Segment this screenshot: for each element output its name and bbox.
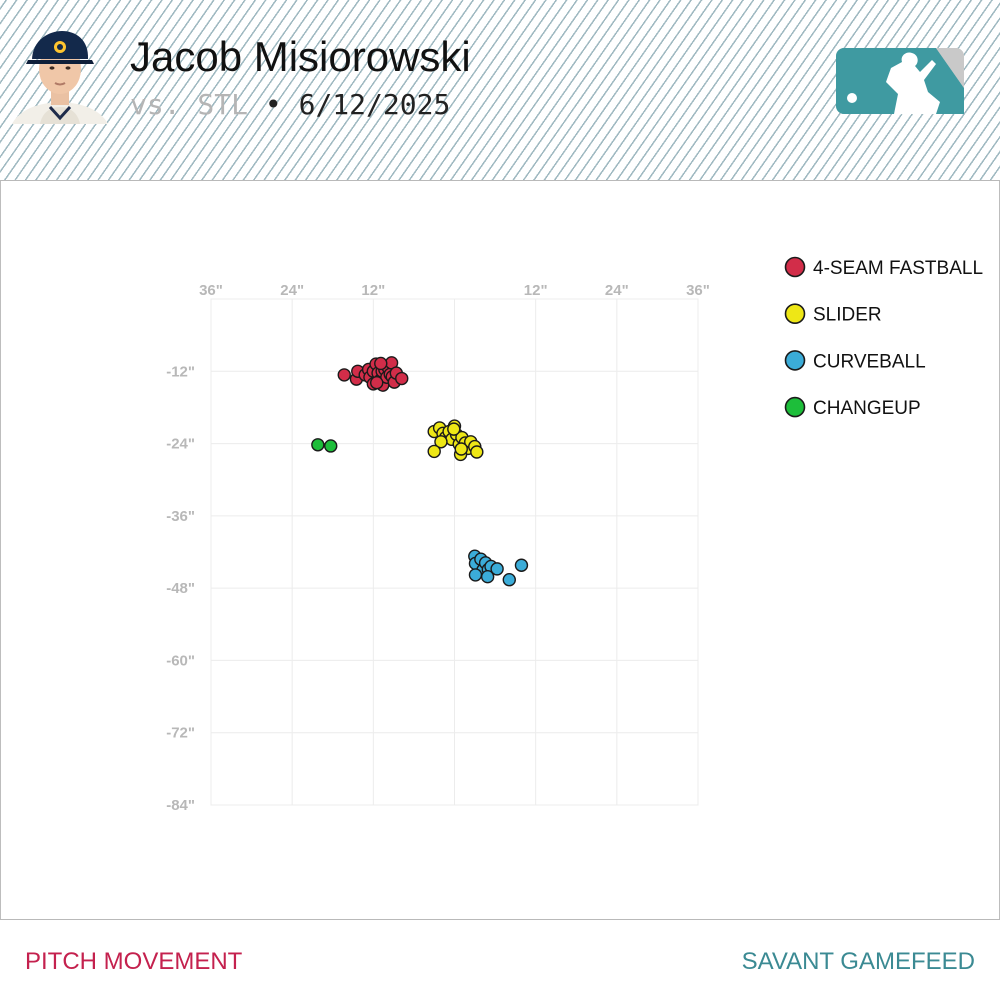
- pitch-point-slider: [470, 445, 484, 459]
- pitch-point-curveball: [480, 569, 495, 584]
- mlb-logo-icon: [836, 48, 964, 114]
- y-tick-label: -84": [166, 797, 195, 814]
- legend-marker-curveball: [784, 350, 806, 371]
- y-tick-label: -36": [166, 508, 195, 525]
- player-headshot-icon: [12, 31, 108, 124]
- x-axis-ticks: 36" 24" 12" 12" 24" 36": [199, 282, 710, 299]
- legend-marker-changeup: [784, 396, 806, 418]
- pitch-point-changeup: [311, 438, 325, 452]
- y-tick-label: -24": [166, 436, 195, 453]
- savant-gamefeed-link[interactable]: SAVANT GAMEFEED: [741, 948, 975, 975]
- chart-legend: 4-SEAM FASTBALL SLIDER CURVEBALL CHANGEUP: [784, 256, 983, 419]
- game-subtitle: vs. STL • 6/12/2025: [130, 87, 450, 123]
- pitch-point-4-seam-fastball: [370, 376, 384, 390]
- separator-dot: •: [264, 88, 282, 121]
- legend-label-slider: SLIDER: [813, 305, 882, 326]
- pitch-point-curveball: [490, 562, 504, 576]
- pitch-movement-label: PITCH MOVEMENT: [25, 948, 243, 975]
- pitch-point-slider: [427, 444, 441, 459]
- y-tick-label: -60": [166, 652, 195, 669]
- y-tick-label: -72": [166, 725, 195, 742]
- footer: PITCH MOVEMENT SAVANT GAMEFEED: [0, 919, 1000, 1000]
- opponent-label: vs. STL: [130, 88, 249, 121]
- header: Jacob Misiorowski vs. STL • 6/12/2025: [0, 0, 1000, 181]
- legend-label-changeup: CHANGEUP: [813, 398, 921, 419]
- game-date: 6/12/2025: [298, 88, 451, 121]
- x-tick-label: 36": [199, 282, 223, 299]
- pitch-movement-chart: 36" 24" 12" 12" 24" 36" -12"-24"-36"-48"-60"-…: [166, 256, 983, 814]
- y-tick-label: -48": [166, 580, 195, 597]
- legend-label-4-seam-fastball: 4-SEAM FASTBALL: [813, 258, 983, 279]
- pitch-point-curveball: [468, 568, 483, 582]
- x-tick-label: 24": [280, 282, 304, 299]
- x-tick-label: 24": [605, 282, 629, 299]
- y-tick-label: -12": [166, 363, 195, 380]
- pitch-point-slider: [447, 422, 461, 436]
- pitch-point-4-seam-fastball: [374, 356, 388, 371]
- pitch-point-slider: [454, 442, 468, 456]
- chart-points: [311, 356, 529, 587]
- x-tick-label: 36": [686, 282, 710, 299]
- legend-marker-4-seam-fastball: [784, 256, 806, 278]
- pitch-point-4-seam-fastball: [395, 371, 409, 386]
- pitch-point-curveball: [502, 573, 516, 587]
- pitch-point-changeup: [324, 439, 338, 453]
- y-axis-ticks: -12" -24" -36" -48" -60" -72" -84": [166, 363, 195, 814]
- pitch-point-4-seam-fastball: [337, 368, 351, 382]
- legend-marker-slider: [784, 303, 806, 325]
- pitch-point-curveball: [514, 558, 529, 572]
- x-tick-label: 12": [524, 282, 548, 299]
- chart-grid: [210, 298, 699, 806]
- x-tick-label: 12": [361, 282, 385, 299]
- pitch-point-slider: [434, 435, 448, 449]
- legend-label-curveball: CURVEBALL: [813, 351, 926, 372]
- player-name: Jacob Misiorowski: [130, 33, 471, 80]
